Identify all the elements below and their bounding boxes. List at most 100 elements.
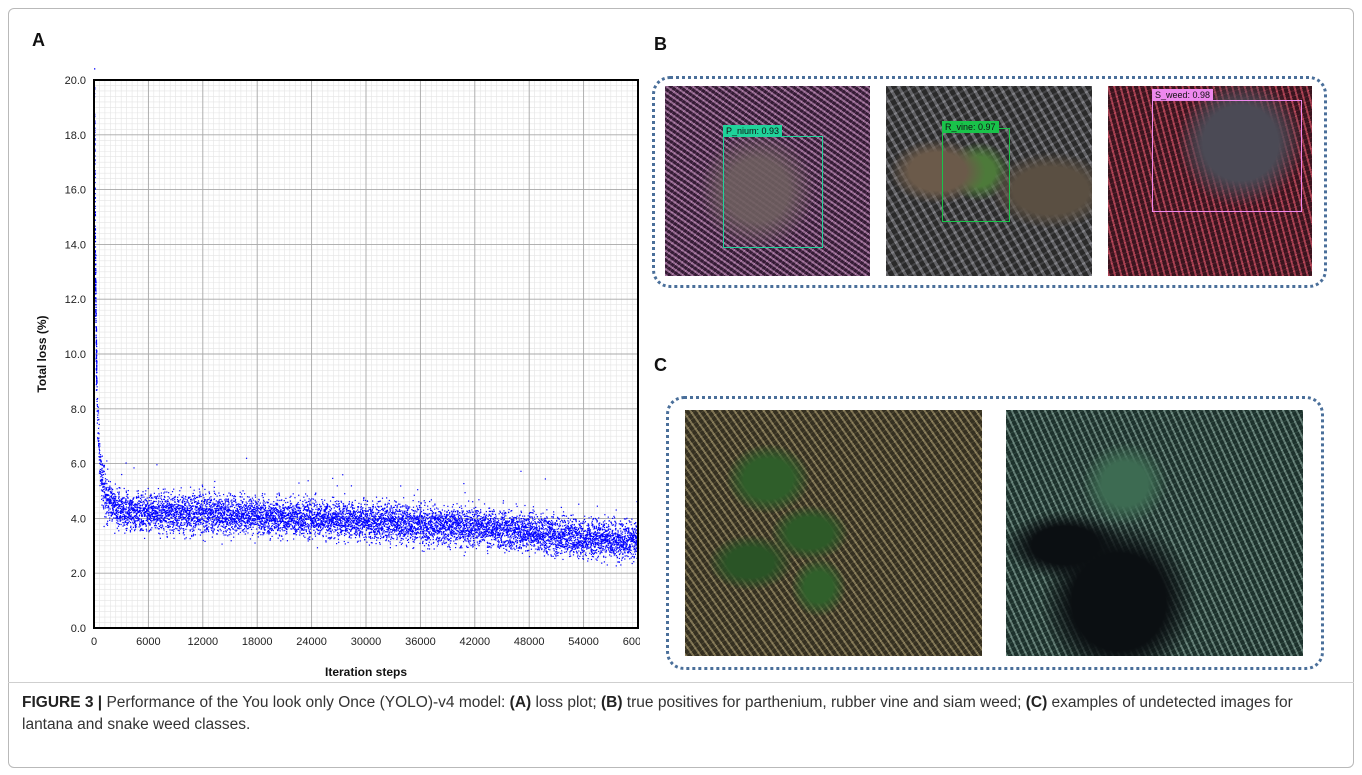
loss-point [349,524,351,526]
loss-point [323,504,325,506]
loss-point [158,515,160,517]
loss-point [231,504,233,506]
loss-point [221,505,223,507]
loss-point [305,502,307,504]
loss-point [245,505,247,507]
loss-point [152,502,154,504]
loss-point [97,437,99,439]
loss-point [344,523,346,525]
loss-point [204,510,206,512]
loss-point [355,529,357,531]
loss-point [303,508,306,510]
loss-point [310,524,313,526]
loss-point [373,522,375,524]
loss-point [205,509,207,511]
loss-point [327,525,330,527]
loss-point [124,520,126,522]
loss-point [153,512,155,515]
loss-point [119,520,121,522]
loss-point [270,510,272,512]
loss-point [113,501,115,504]
loss-point [161,508,163,510]
loss-point [333,531,335,533]
loss-point [351,524,353,527]
loss-point [232,528,234,530]
loss-point [208,498,210,501]
loss-point [177,519,179,521]
loss-point [237,518,239,520]
loss-point [371,537,374,539]
loss-point [231,518,234,520]
loss-point [160,503,162,505]
loss-point [99,445,101,447]
loss-point [363,519,365,521]
loss-point [164,491,166,493]
loss-point [343,530,345,532]
loss-point [110,492,113,494]
loss-point [214,516,216,518]
loss-point [194,534,196,536]
loss-point [181,513,183,516]
loss-point [267,519,269,521]
loss-point [148,506,150,508]
loss-point [376,513,378,515]
loss-point [256,521,258,523]
loss-point [125,499,127,501]
loss-point [339,508,341,510]
loss-point [189,511,191,513]
loss-point [94,207,96,209]
loss-point [317,523,319,525]
loss-point [142,491,144,493]
loss-point [132,517,134,520]
loss-point [154,505,156,508]
loss-point [359,510,362,512]
loss-point [161,521,163,523]
loss-point [183,508,186,511]
loss-point [119,519,121,521]
loss-point [224,499,226,501]
loss-point [374,518,377,520]
loss-point [202,509,204,512]
loss-point [272,529,274,532]
loss-point [201,485,204,488]
loss-point [133,509,135,511]
loss-point [343,505,345,507]
loss-point [171,507,173,509]
loss-point [118,530,120,532]
loss-point [155,507,157,510]
loss-point [155,506,158,508]
loss-point [362,531,364,533]
loss-point [273,520,275,522]
loss-point [255,514,257,516]
loss-point [188,497,190,499]
loss-point [263,510,265,513]
loss-point [340,530,342,532]
loss-point [342,503,345,505]
loss-point [263,532,265,535]
loss-point [193,512,195,514]
loss-point [351,513,353,516]
loss-point [109,500,112,502]
loss-point [328,520,330,522]
loss-point [183,529,185,531]
loss-point [148,496,150,499]
loss-point [202,531,204,533]
loss-point [342,517,344,520]
loss-point [191,508,193,510]
loss-point [259,516,261,518]
loss-point [377,537,379,539]
loss-point [176,506,178,509]
loss-point [318,515,320,517]
loss-point [366,510,368,512]
loss-point [376,509,378,511]
loss-point [264,493,266,495]
loss-point [238,528,240,530]
loss-point [346,515,348,518]
loss-point [111,520,113,522]
loss-point [349,513,351,515]
loss-point [329,536,331,539]
loss-point [264,507,266,510]
loss-point [339,524,341,527]
loss-point [128,503,130,505]
loss-point [310,532,312,534]
